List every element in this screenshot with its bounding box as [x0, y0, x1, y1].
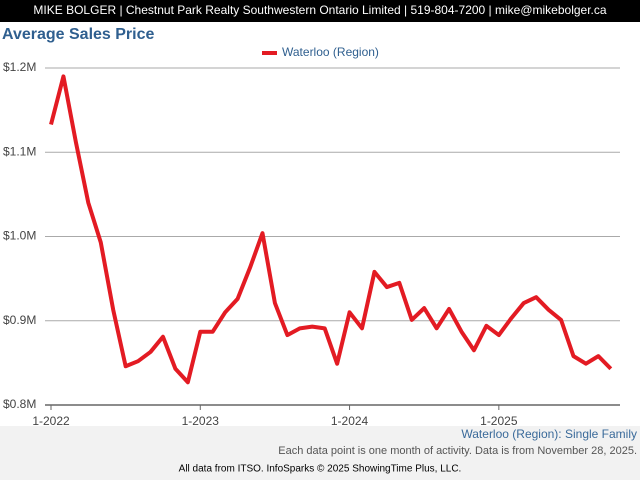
y-tick-label: $0.9M	[3, 313, 36, 327]
header: MIKE BOLGER | Chestnut Park Realty South…	[33, 3, 606, 17]
y-tick-label: $0.8M	[3, 397, 36, 411]
legend-label: Waterloo (Region)	[282, 45, 379, 59]
series-label: Waterloo (Region): Single Family	[461, 427, 637, 441]
header-bar	[0, 0, 640, 22]
x-tick-label: 1-2023	[182, 414, 220, 428]
series-line	[49, 74, 613, 385]
note: Each data point is one month of activity…	[278, 445, 637, 457]
x-tick-label: 1-2022	[32, 414, 70, 428]
x-tick-label: 1-2024	[331, 414, 369, 428]
chart-title: Average Sales Price	[2, 26, 155, 43]
y-tick-label: $1.0M	[3, 229, 36, 243]
y-tick-label: $1.2M	[3, 60, 36, 74]
footer-band	[0, 426, 640, 480]
x-tick-label: 1-2025	[480, 414, 518, 428]
y-tick-label: $1.1M	[3, 144, 36, 158]
credit: All data from ITSO. InfoSparks © 2025 Sh…	[179, 464, 462, 475]
